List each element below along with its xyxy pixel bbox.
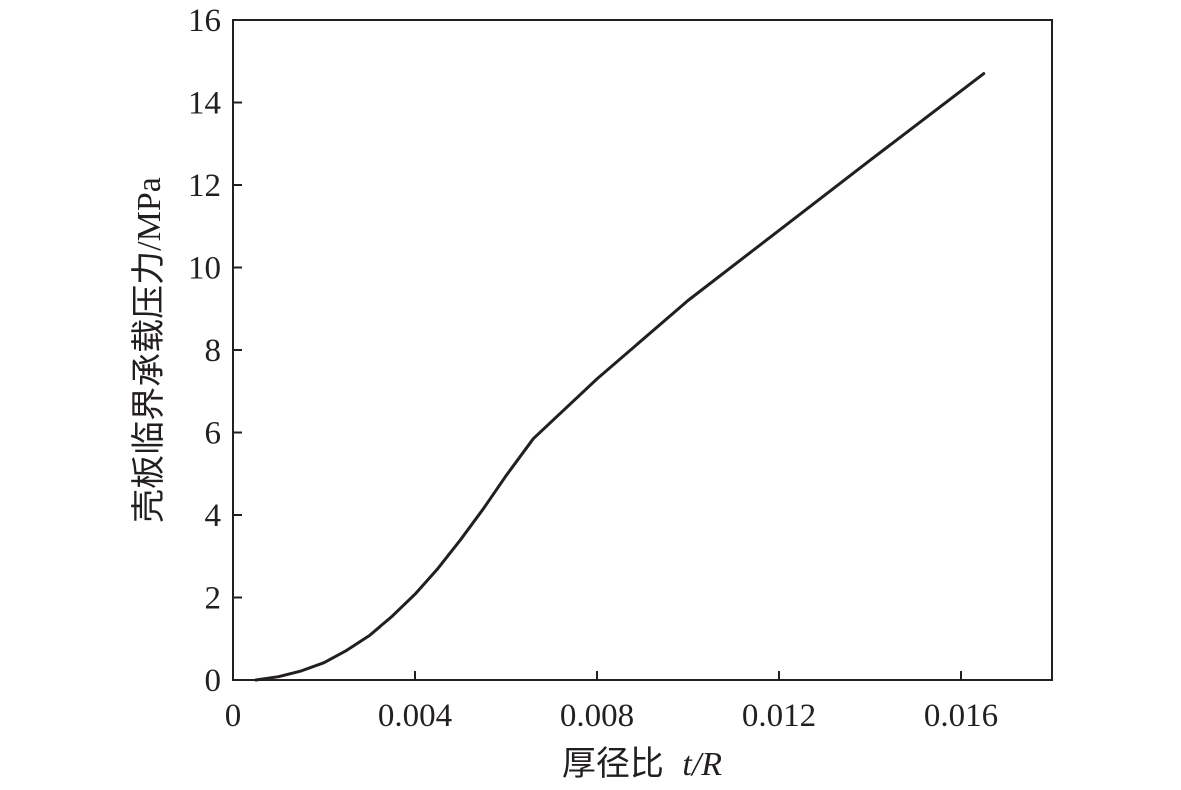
y-tick-label: 0 <box>205 663 222 699</box>
x-tick-label: 0 <box>225 698 242 734</box>
y-tick-label: 2 <box>205 581 222 617</box>
y-tick-label: 16 <box>188 3 221 39</box>
y-tick-label: 6 <box>205 416 222 452</box>
plot-frame <box>232 19 1053 681</box>
y-tick-label: 10 <box>188 251 221 287</box>
y-tick-label: 14 <box>188 86 221 122</box>
y-axis-title: 壳板临界承载压力/MPa <box>130 177 168 523</box>
x-tick-label: 0.016 <box>924 698 998 734</box>
x-tick-label: 0.012 <box>742 698 816 734</box>
y-tick-label: 8 <box>205 333 222 369</box>
series-line <box>254 72 986 682</box>
x-axis-title-text: 厚径比 <box>562 745 664 783</box>
x-tick-label: 0.008 <box>560 698 634 734</box>
plot-area: 0 0.004 0.008 0.012 0.016 0 2 4 6 8 10 12 14 16 <box>188 3 1053 734</box>
y-tick-label: 4 <box>205 498 222 534</box>
x-axis-title: 厚径比 t/R <box>562 745 722 783</box>
y-tick-label: 12 <box>188 168 221 204</box>
x-axis-title-var: t/R <box>682 746 722 783</box>
x-tick-label: 0.004 <box>378 698 452 734</box>
